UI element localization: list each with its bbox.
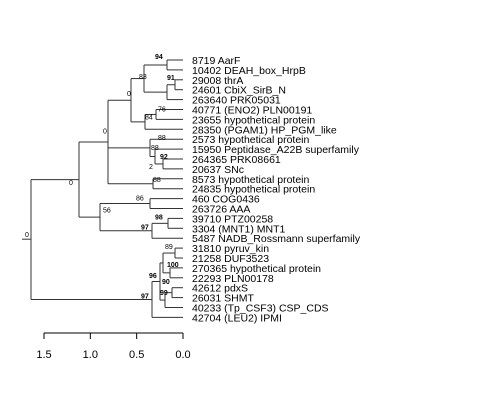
leaf-label: 26031 SHMT (192, 293, 254, 305)
leaf-label: 5487 NADB_Rossmann superfamily (192, 233, 361, 245)
leaf-label: 10402 DEAH_box_HrpB (192, 65, 306, 77)
support-value: 0 (25, 232, 29, 239)
x-axis-tick-label: 1.0 (83, 349, 98, 361)
support-value: 91 (167, 75, 175, 82)
leaf-label: 22293 PLN00178 (192, 273, 274, 285)
leaf-label: 24835 hypothetical protein (192, 184, 315, 196)
leaf-label: 8573 hypothetical protein (192, 174, 309, 186)
support-value: 96 (149, 273, 157, 280)
leaf-label: 29008 thrA (192, 75, 243, 87)
support-value: 88 (158, 135, 166, 142)
leaf-label: 42612 pdxS (192, 283, 248, 295)
x-axis: 1.5 1.0 0.5 0.0 (36, 332, 191, 361)
support-value: 94 (155, 54, 163, 61)
support-value: 90 (162, 279, 170, 286)
support-value: 98 (155, 215, 163, 222)
support-value: 89 (165, 244, 173, 251)
support-value: 83 (139, 74, 147, 81)
x-axis-tick-label: 0.5 (129, 349, 144, 361)
support-value: 0 (69, 180, 73, 187)
leaf-label: 23655 hypothetical protein (192, 114, 315, 126)
support-value: 88 (151, 145, 159, 152)
leaf-label: 15950 Peptidase_A22B superfamily (192, 144, 360, 156)
leaf-label: 264365 PRK08661 (192, 154, 281, 166)
support-value: 92 (160, 154, 168, 161)
leaf-label: 31810 pyruv_kin (192, 243, 269, 255)
tree-branches (22, 59, 183, 318)
support-value: 0 (103, 128, 107, 135)
leaf-label: 28350 (PGAM1) HP_PGM_like (192, 124, 337, 136)
leaf-label: 20637 SNc (192, 164, 244, 176)
support-value: 88 (153, 177, 161, 184)
support-value: 100 (167, 262, 179, 269)
support-value: 97 (141, 224, 149, 231)
leaf-label: 263726 AAA (192, 204, 250, 216)
leaf-label: 3304 (MNT1) MNT1 (192, 223, 286, 235)
support-value: 2 (149, 164, 153, 171)
leaf-label: 263640 PRK05031 (192, 95, 281, 107)
leaf-label: 460 COG0436 (192, 194, 260, 206)
x-axis-tick-label: 1.5 (36, 349, 51, 361)
x-axis-tick-label: 0.0 (175, 349, 190, 361)
leaf-label: 8719 AarF (192, 55, 240, 67)
support-value: 99 (160, 290, 168, 297)
leaf-label: 2573 hypothetical protein (192, 134, 309, 146)
support-value: 97 (141, 294, 149, 301)
leaf-label: 40233 (Tp_CSF3) CSP_CDS (192, 303, 329, 315)
support-value: 56 (103, 208, 111, 215)
support-value: 86 (136, 196, 144, 203)
support-value: 0 (127, 91, 131, 98)
leaf-label: 24601 CbiX_SirB_N (192, 85, 286, 97)
leaf-label: 270365 hypothetical protein (192, 263, 321, 275)
leaf-label: 40771 (ENO2) PLN00191 (192, 105, 312, 117)
leaf-label: 21258 DUF3523 (192, 253, 269, 265)
leaf-label: 42704 (LEU2) IPMI (192, 312, 282, 324)
leaf-label: 39710 PTZ00258 (192, 213, 273, 225)
support-value: 76 (158, 107, 166, 114)
support-value: 84 (145, 114, 153, 121)
